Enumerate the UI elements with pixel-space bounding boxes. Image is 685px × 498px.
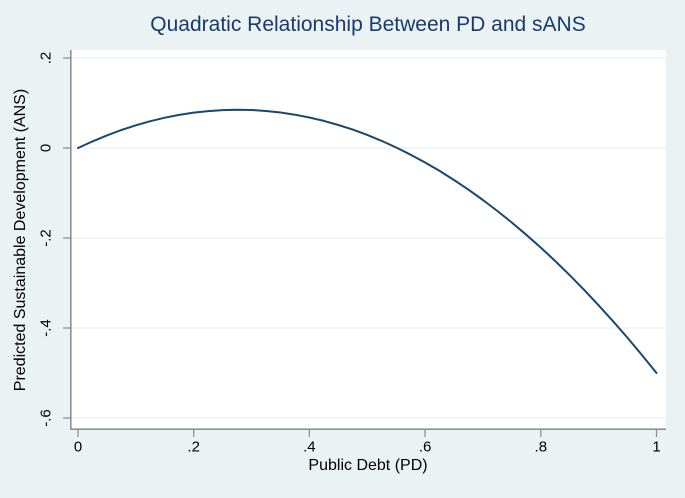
y-tick-label: -.4 bbox=[37, 319, 55, 337]
plot-area bbox=[70, 50, 666, 430]
chart-title: Quadratic Relationship Between PD and sA… bbox=[150, 13, 586, 36]
x-tick-label: .2 bbox=[187, 438, 200, 456]
x-tick-label: 1 bbox=[652, 438, 661, 456]
y-tick-label: 0 bbox=[37, 143, 55, 153]
y-tick-label: -.2 bbox=[37, 229, 55, 247]
x-tick-label: .4 bbox=[303, 438, 316, 456]
quadratic-fit-curve bbox=[77, 108, 658, 374]
x-tick-label: .8 bbox=[534, 438, 548, 456]
x-tick-label: 0 bbox=[73, 438, 83, 456]
x-axis-title: Public Debt (PD) bbox=[308, 457, 428, 474]
y-tick-label: .2 bbox=[37, 51, 55, 65]
y-tick-label: -.6 bbox=[37, 409, 55, 427]
x-tick-label: .6 bbox=[418, 438, 432, 456]
y-axis-title: Predicted Sustainable Development (ANS) bbox=[12, 88, 29, 392]
